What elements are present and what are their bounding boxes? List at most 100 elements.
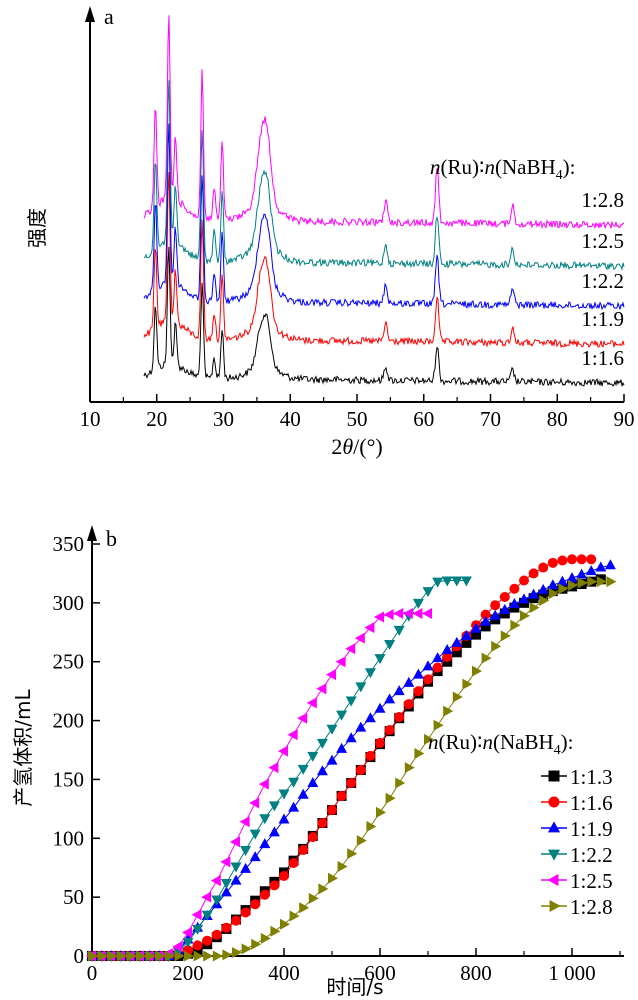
panel-b-point-1-1_6 <box>259 889 270 900</box>
panel-b-point-1-1_6 <box>538 562 549 573</box>
panel-b-point-1-2_8 <box>395 777 406 789</box>
panel-b-point-1-1_6 <box>298 845 309 856</box>
panel-b-point-1-2_2 <box>307 751 319 762</box>
panel-b-y-tick-label: 0 <box>74 944 85 968</box>
panel-b-point-1-2_5 <box>422 607 432 619</box>
panel-b-point-1-1_6 <box>567 554 577 565</box>
panel-b-x-tick-label: 0 <box>87 961 98 985</box>
panel-b-point-1-2_8 <box>366 821 377 833</box>
panel-b-point-1-2_5 <box>239 816 250 828</box>
panel-b-point-1-1_9 <box>470 622 482 633</box>
panel-b-point-1-2_5 <box>354 632 365 644</box>
panel-b-point-1-1_6 <box>279 870 289 881</box>
panel-b-point-1-1_9 <box>268 826 280 837</box>
panel-b-legend: 1:1.31:1.61:1.91:2.21:2.51:2.8 <box>541 765 613 919</box>
panel-b-point-1-2_2 <box>412 598 424 609</box>
panel-b-point-1-2_8 <box>241 943 252 955</box>
panel-b-point-1-1_9 <box>460 629 472 640</box>
panel-b-point-1-2_8 <box>116 950 127 962</box>
panel-b-point-1-2_5 <box>249 797 260 809</box>
panel-b-point-1-1_9 <box>441 643 453 654</box>
panel-a-x-label: 2θ/(°) <box>331 434 382 459</box>
panel-a-series-label: 1:1.6 <box>581 346 624 370</box>
panel-b-point-1-2_2 <box>259 814 271 825</box>
panel-b-point-1-2_2 <box>364 668 376 679</box>
panel-b-point-1-2_2 <box>432 577 444 588</box>
panel-b-point-1-2_8 <box>452 691 463 703</box>
panel-b-point-1-2_8 <box>126 950 137 962</box>
panel-b-point-1-2_8 <box>184 950 194 962</box>
panel-b-point-1-2_5 <box>297 712 308 724</box>
panel-a-x-tick-label: 20 <box>146 407 167 431</box>
panel-b-point-1-2_8 <box>568 579 578 591</box>
panel-b-point-1-1_6 <box>317 817 328 828</box>
panel-b-point-1-2_8 <box>548 587 559 599</box>
panel-b-point-1-1_9 <box>537 583 549 594</box>
panel-b-legend-marker-1-1_6 <box>548 796 560 808</box>
panel-b-point-1-2_8 <box>260 932 271 944</box>
panel-b-legend-marker-1-2_5 <box>547 873 559 887</box>
panel-b-point-1-2_2 <box>230 862 242 873</box>
panel-b-point-1-1_9 <box>480 615 492 626</box>
panel-b-point-1-2_2 <box>441 576 453 587</box>
panel-a-series-label: 1:1.9 <box>581 307 624 331</box>
panel-b-point-1-2_8 <box>328 872 338 884</box>
panel-b-y-axis-arrow <box>87 525 97 541</box>
panel-b-point-1-2_8 <box>203 950 214 962</box>
panel-a-trace-1-2_8 <box>143 15 625 230</box>
panel-b-point-1-1_6 <box>221 922 232 933</box>
panel-b-point-1-1_6 <box>269 880 280 891</box>
panel-b-point-1-2_8 <box>443 705 454 717</box>
panel-b-point-1-1_9 <box>403 676 415 687</box>
panel-b-point-1-1_6 <box>375 737 385 748</box>
panel-b-point-1-1_6 <box>336 790 347 801</box>
panel-b-point-1-2_2 <box>288 777 300 788</box>
panel-b-x-label: 时间/s <box>326 975 383 999</box>
panel-b-series-1-2_5 <box>86 607 432 962</box>
panel-b-point-1-1_6 <box>240 907 251 918</box>
panel-a-trace-1-2_2 <box>143 123 625 311</box>
panel-b-point-1-2_8 <box>539 595 550 607</box>
panel-b-point-1-1_6 <box>499 591 510 602</box>
panel-b-point-1-1_6 <box>528 568 539 579</box>
panel-b-point-1-1_9 <box>307 776 319 787</box>
panel-b-point-1-1_6 <box>423 674 433 685</box>
panel-b-point-1-2_8 <box>97 950 108 962</box>
panel-b-point-1-1_9 <box>518 593 530 604</box>
panel-b-point-1-1_9 <box>393 685 405 696</box>
panel-b-point-1-1_9 <box>249 851 261 862</box>
panel-b-point-1-1_9 <box>528 588 540 599</box>
panel-b-point-1-2_5 <box>335 656 346 668</box>
panel-b-point-1-1_6 <box>394 712 405 723</box>
panel-b-point-1-2_8 <box>145 950 156 962</box>
panel-b-point-1-2_2 <box>278 789 290 800</box>
panel-b-point-1-2_8 <box>164 950 175 962</box>
panel-a-x-label-suffix: /(°) <box>353 434 383 459</box>
panel-b-y-label: 产氢体积/mL <box>11 688 35 806</box>
panel-b-point-1-1_9 <box>288 801 300 812</box>
panel-b-point-1-2_2 <box>211 895 223 906</box>
panel-b-point-1-2_8 <box>347 848 358 860</box>
panel-a-x-tick-label: 80 <box>547 407 568 431</box>
panel-b-point-1-1_9 <box>259 838 271 849</box>
panel-b-point-1-2_8 <box>251 938 262 950</box>
panel-b-point-1-1_9 <box>499 603 511 614</box>
panel-b-point-1-2_8 <box>280 918 290 930</box>
panel-b-point-1-1_9 <box>585 565 597 576</box>
panel-b-point-1-2_8 <box>491 640 502 652</box>
panel-b-point-1-1_9 <box>412 668 424 679</box>
panel-a-x-tick-label: 30 <box>213 407 234 431</box>
panel-a-series-label: 1:2.8 <box>581 188 624 212</box>
panel-b-point-1-2_2 <box>182 937 194 948</box>
panel-b-point-1-1_6 <box>327 805 337 816</box>
panel-b-point-1-2_2 <box>384 640 396 651</box>
panel-b-point-1-1_6 <box>202 935 213 946</box>
panel-b-point-1-2_2 <box>297 764 309 775</box>
panel-b-point-1-2_5 <box>316 683 327 695</box>
panel-a-x-tick-label: 90 <box>614 407 635 431</box>
panel-b-x-tick-label: 400 <box>268 961 300 985</box>
panel-b-point-1-1_9 <box>220 886 232 897</box>
panel-b-point-1-2_8 <box>500 630 511 642</box>
panel-a-trace-1-1_6 <box>143 246 625 387</box>
